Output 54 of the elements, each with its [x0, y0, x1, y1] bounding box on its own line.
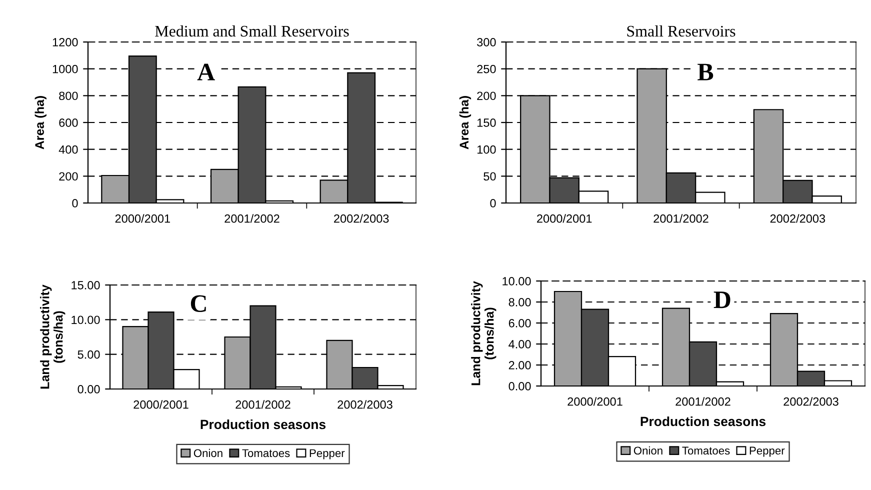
- legend-label: Pepper: [310, 449, 345, 460]
- y-tick-label: 2.00: [508, 361, 531, 370]
- y-tick-label: 0: [490, 199, 496, 208]
- annotation: A: [197, 64, 215, 80]
- y-axis-title: Area (ha): [34, 96, 46, 150]
- x-tick-label: 2002/2003: [338, 400, 392, 409]
- annotation: C: [190, 295, 206, 312]
- x-tick-label: 2000/2001: [115, 214, 170, 223]
- legend-label: Tomatoes: [682, 446, 730, 455]
- y-tick-label: 200: [477, 92, 496, 100]
- y-tick-label: 4.00: [508, 340, 531, 348]
- x-tick-label: 2001/2002: [236, 400, 290, 409]
- x-tick-label: 2001/2002: [676, 397, 730, 406]
- x-tick-label: 2002/2003: [784, 397, 838, 406]
- y-tick-label: 200: [59, 172, 78, 181]
- legend-label: Tomatoes: [242, 449, 290, 458]
- legend-label: Onion: [634, 446, 662, 455]
- x-tick-label: 2001/2002: [224, 214, 280, 223]
- y-tick-label: 8.00: [508, 298, 531, 306]
- y-tick-label: 5.00: [78, 350, 100, 359]
- legend-label: Onion: [194, 448, 222, 458]
- y-axis-title: Land productivity (tons/ha): [40, 284, 66, 389]
- y-tick-label: 15.00: [72, 281, 100, 290]
- y-axis-title: Area (ha): [459, 96, 472, 150]
- x-tick-label: 2000/2001: [568, 397, 622, 406]
- x-tick-label: 2000/2001: [134, 400, 188, 409]
- x-tick-label: 2002/2003: [334, 214, 389, 223]
- y-tick-label: 6.00: [508, 319, 531, 328]
- x-axis-title: Production seasons: [200, 419, 326, 430]
- y-tick-label: 150: [477, 118, 496, 127]
- annotation: D: [714, 292, 730, 308]
- y-tick-label: 400: [58, 145, 78, 154]
- y-tick-label: 0.00: [508, 382, 531, 390]
- y-tick-label: 1000: [52, 64, 78, 74]
- chart-title: Medium and Small Reservoirs: [155, 25, 349, 37]
- y-tick-label: 0: [72, 199, 78, 208]
- y-tick-label: 10.00: [502, 277, 531, 286]
- y-tick-label: 100: [477, 145, 496, 154]
- x-tick-label: 2000/2001: [537, 214, 592, 223]
- x-tick-label: 2001/2002: [654, 214, 708, 223]
- x-tick-label: 2002/2003: [770, 214, 826, 223]
- y-axis-title: Land productivity (tons/ha): [471, 281, 496, 386]
- annotation: B: [698, 64, 714, 80]
- y-tick-label: 300: [477, 38, 496, 46]
- y-tick-label: 600: [59, 118, 78, 127]
- x-axis-title: Production seasons: [640, 416, 766, 426]
- y-tick-label: 50: [484, 172, 496, 181]
- y-tick-label: 800: [59, 92, 78, 100]
- y-tick-label: 0.00: [78, 385, 100, 394]
- y-tick-label: 250: [477, 64, 496, 74]
- chart-title: Small Reservoirs: [627, 25, 736, 37]
- y-tick-label: 1200: [52, 38, 78, 46]
- y-tick-label: 10.00: [72, 316, 100, 324]
- legend-label: Pepper: [750, 446, 785, 457]
